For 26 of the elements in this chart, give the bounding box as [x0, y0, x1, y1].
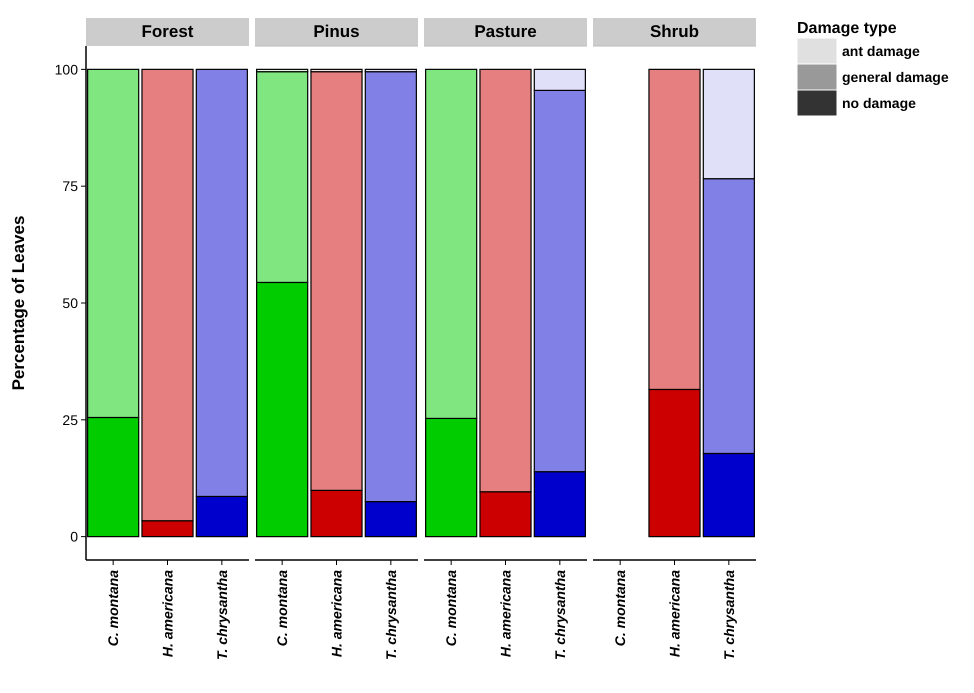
x-tick-label: H. americana [328, 570, 344, 658]
legend-title: Damage type [797, 20, 897, 37]
x-tick-label: H. americana [498, 570, 514, 658]
x-tick-label: C. montana [274, 570, 290, 646]
y-tick-label: 100 [54, 61, 78, 78]
chart-title: Pasture [474, 22, 537, 41]
x-tick-label: C. montana [612, 570, 628, 646]
chart-title: Forest [142, 22, 194, 41]
x-tick-label: H. americana [666, 570, 682, 658]
chart-title: Shrub [650, 22, 700, 41]
x-tick-label: T. chrysantha [552, 570, 568, 660]
y-axis-title: Percentage of Leaves [9, 216, 28, 390]
chart-title: Pinus [313, 22, 360, 41]
y-tick-label: 50 [62, 295, 78, 311]
x-tick-label: T. chrysantha [720, 570, 737, 660]
x-tick-label: C. montana [105, 570, 122, 646]
y-tick-label: 75 [62, 178, 78, 194]
x-tick-label: C. montana [443, 570, 460, 646]
text: no damage [842, 95, 916, 111]
text: general damage [842, 69, 949, 85]
x-tick-label: T. chrysantha [214, 570, 230, 660]
x-tick-label: T. chrysantha [382, 570, 399, 660]
text: ant damage [842, 43, 920, 59]
y-tick-label: 25 [62, 412, 78, 428]
y-tick-label: 0 [70, 528, 78, 545]
x-tick-label: H. americana [160, 570, 176, 658]
